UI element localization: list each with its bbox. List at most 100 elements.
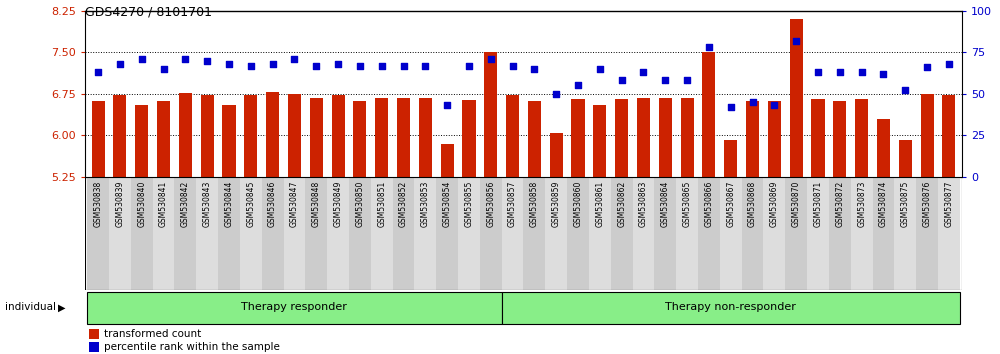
Text: GSM530841: GSM530841: [159, 181, 168, 227]
Bar: [87, 292, 502, 324]
Bar: [87, 177, 109, 290]
Text: GSM530838: GSM530838: [94, 181, 103, 227]
Bar: [288, 95, 301, 177]
Bar: [785, 177, 807, 290]
Point: [243, 63, 259, 68]
Text: GSM530871: GSM530871: [814, 181, 823, 227]
Text: Therapy non-responder: Therapy non-responder: [665, 302, 796, 312]
Bar: [349, 177, 371, 290]
Bar: [109, 177, 131, 290]
Bar: [502, 292, 960, 324]
Text: GSM530868: GSM530868: [748, 181, 757, 227]
Bar: [240, 177, 262, 290]
Bar: [807, 177, 829, 290]
Text: GSM530853: GSM530853: [421, 181, 430, 227]
Text: GSM530848: GSM530848: [312, 181, 321, 227]
Bar: [877, 119, 890, 177]
Bar: [157, 101, 170, 177]
Bar: [419, 98, 432, 177]
Text: percentile rank within the sample: percentile rank within the sample: [104, 342, 280, 352]
Text: GSM530861: GSM530861: [595, 181, 604, 227]
Bar: [763, 177, 785, 290]
Text: GSM530856: GSM530856: [486, 181, 495, 227]
Bar: [89, 342, 99, 352]
Point: [679, 78, 695, 83]
Bar: [829, 177, 851, 290]
Text: GSM530864: GSM530864: [661, 181, 670, 227]
Bar: [523, 177, 545, 290]
Text: GSM530873: GSM530873: [857, 181, 866, 227]
Bar: [851, 177, 873, 290]
Text: GSM530847: GSM530847: [290, 181, 299, 227]
Point: [701, 44, 717, 50]
Bar: [942, 96, 955, 177]
Bar: [790, 19, 803, 177]
Bar: [502, 177, 523, 290]
Point: [810, 69, 826, 75]
Text: GSM530866: GSM530866: [704, 181, 713, 227]
Text: GSM530870: GSM530870: [792, 181, 801, 227]
Point: [745, 99, 761, 105]
Bar: [462, 101, 476, 177]
Text: GSM530842: GSM530842: [181, 181, 190, 227]
Text: GSM530840: GSM530840: [137, 181, 146, 227]
Text: GSM530867: GSM530867: [726, 181, 735, 227]
Point: [788, 38, 804, 44]
Bar: [89, 329, 99, 339]
Bar: [615, 99, 628, 177]
Bar: [637, 98, 650, 177]
Text: GSM530860: GSM530860: [574, 181, 583, 227]
Bar: [484, 52, 497, 177]
Bar: [550, 133, 563, 177]
Bar: [266, 92, 279, 177]
Point: [614, 78, 630, 83]
Bar: [305, 177, 327, 290]
Text: GSM530839: GSM530839: [115, 181, 124, 227]
Text: GSM530872: GSM530872: [835, 181, 844, 227]
Bar: [353, 101, 366, 177]
Text: ▶: ▶: [58, 302, 66, 312]
Bar: [589, 177, 611, 290]
Point: [635, 69, 651, 75]
Bar: [571, 99, 585, 177]
Bar: [742, 177, 763, 290]
Bar: [327, 177, 349, 290]
Bar: [196, 177, 218, 290]
Bar: [153, 177, 174, 290]
Text: transformed count: transformed count: [104, 330, 202, 339]
Bar: [397, 98, 410, 177]
Bar: [768, 101, 781, 177]
Point: [505, 63, 521, 68]
Bar: [135, 105, 148, 177]
Bar: [371, 177, 393, 290]
Text: GSM530852: GSM530852: [399, 181, 408, 227]
Bar: [567, 177, 589, 290]
Bar: [921, 94, 934, 177]
Point: [286, 56, 302, 62]
Bar: [659, 98, 672, 177]
Bar: [218, 177, 240, 290]
Bar: [179, 93, 192, 177]
Point: [766, 103, 782, 108]
Bar: [92, 101, 105, 177]
Text: GSM530859: GSM530859: [552, 181, 561, 227]
Bar: [113, 96, 126, 177]
Bar: [375, 98, 388, 177]
Point: [221, 61, 237, 67]
Text: GSM530854: GSM530854: [443, 181, 452, 227]
Bar: [938, 177, 960, 290]
Text: GSM530875: GSM530875: [901, 181, 910, 227]
Bar: [681, 98, 694, 177]
Point: [265, 61, 281, 67]
Bar: [698, 177, 720, 290]
Text: GSM530858: GSM530858: [530, 181, 539, 227]
Text: GSM530874: GSM530874: [879, 181, 888, 227]
Text: GSM530876: GSM530876: [923, 181, 932, 227]
Text: GSM530869: GSM530869: [770, 181, 779, 227]
Point: [723, 104, 739, 110]
Bar: [833, 101, 846, 177]
Text: GSM530844: GSM530844: [224, 181, 233, 227]
Bar: [393, 177, 414, 290]
Point: [854, 69, 870, 75]
Point: [897, 88, 913, 93]
